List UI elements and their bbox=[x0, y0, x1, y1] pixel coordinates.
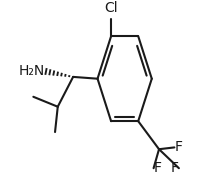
Text: F: F bbox=[174, 140, 182, 154]
Text: F: F bbox=[171, 161, 179, 175]
Text: H₂N: H₂N bbox=[18, 64, 45, 77]
Text: F: F bbox=[154, 161, 162, 175]
Text: Cl: Cl bbox=[104, 1, 118, 15]
